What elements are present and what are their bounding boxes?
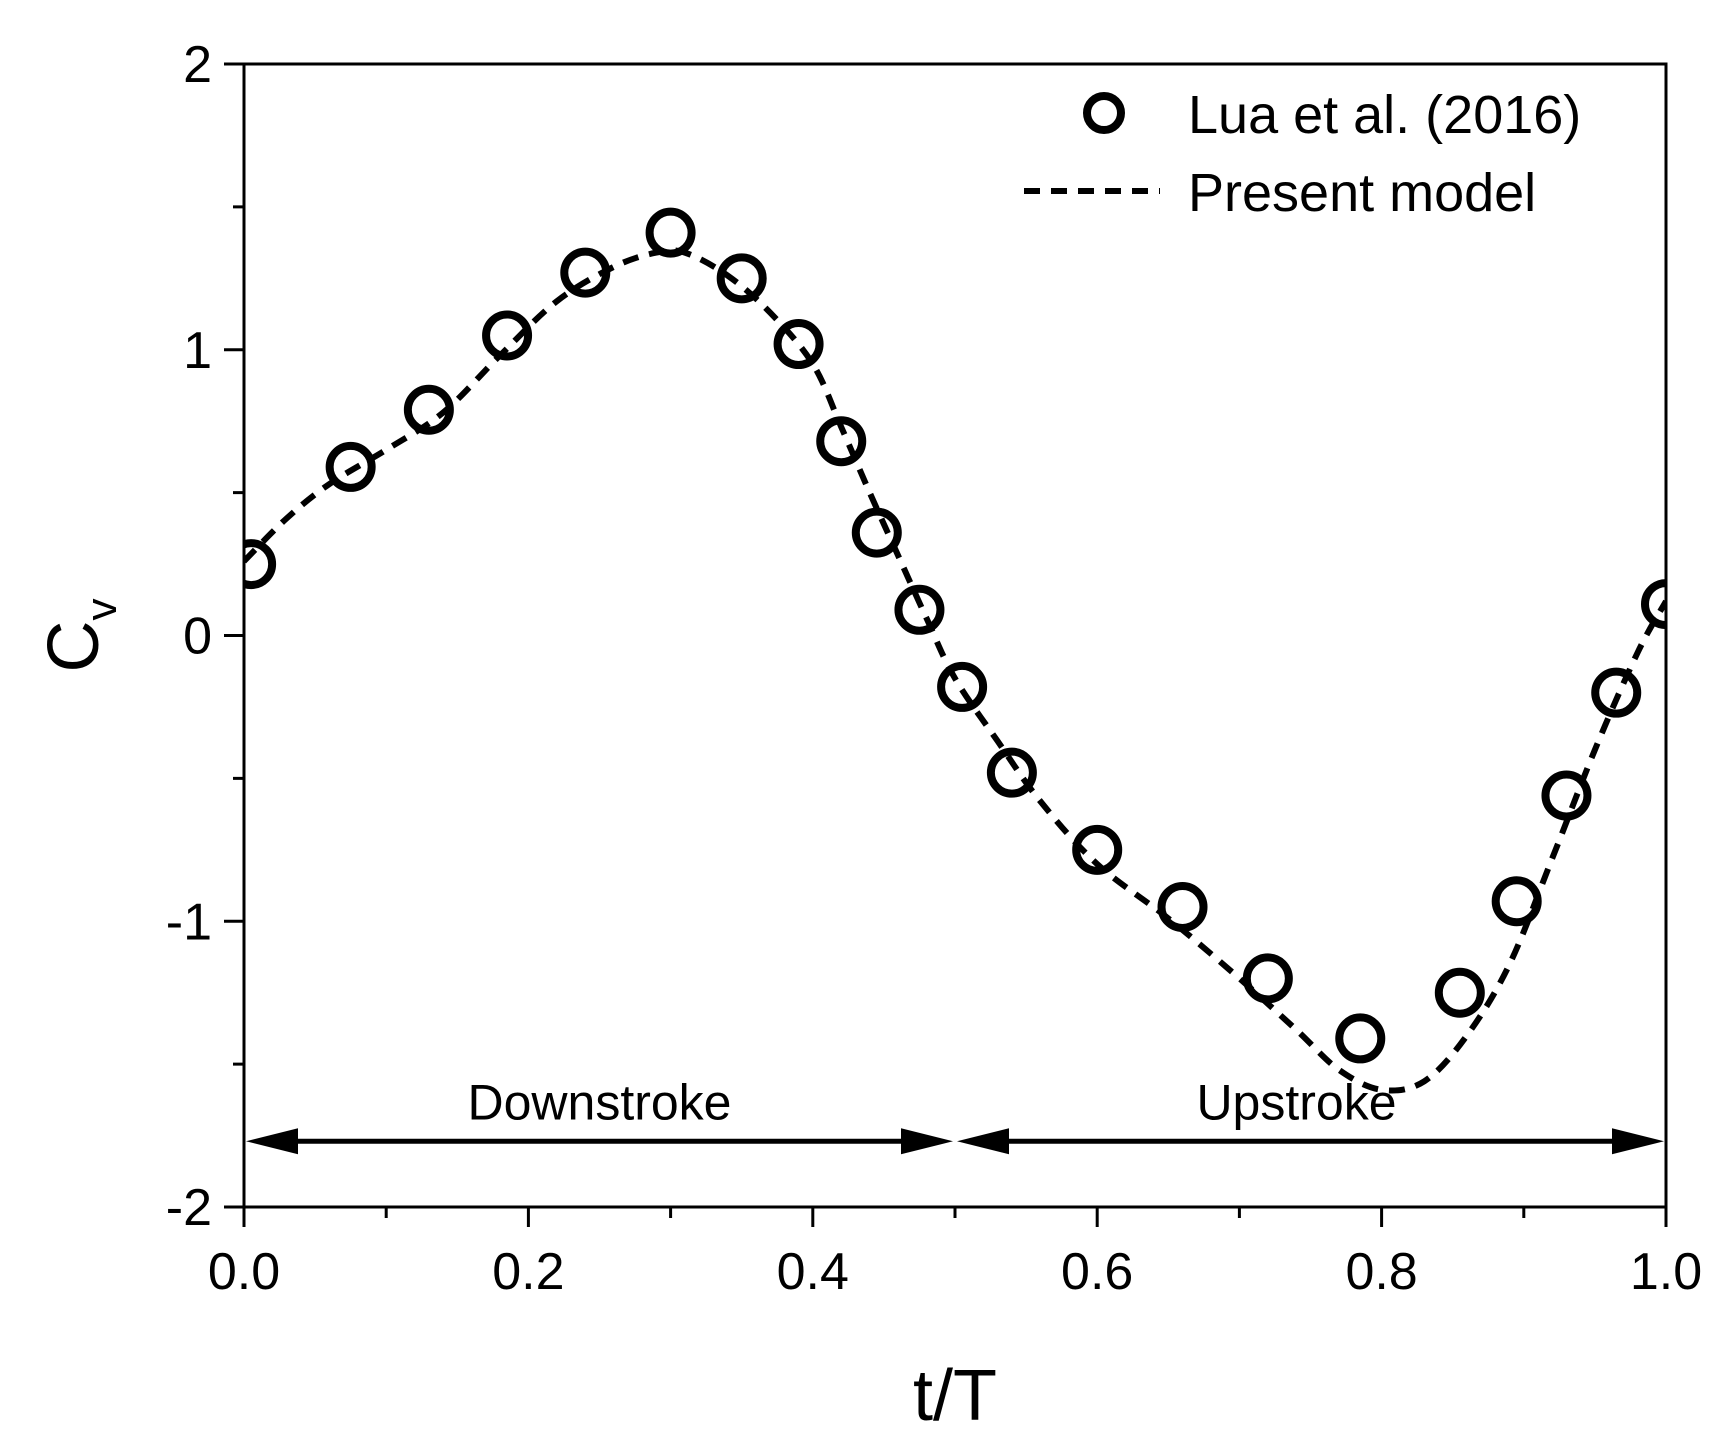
annotation-upstroke: Upstroke bbox=[1196, 1074, 1396, 1130]
data-point-lua bbox=[560, 247, 611, 298]
x-tick-label: 0.8 bbox=[1345, 1243, 1417, 1301]
data-point-lua bbox=[1434, 967, 1485, 1018]
x-tick-label: 1.0 bbox=[1630, 1243, 1702, 1301]
tick-labels: 0.0 0.2 0.4 0.6 0.8 1.0 -2 -1 0 1 2 bbox=[166, 36, 1702, 1301]
x-tick-label: 0.6 bbox=[1061, 1243, 1133, 1301]
annotation-arrowhead-left bbox=[957, 1128, 1009, 1155]
data-point-lua bbox=[645, 207, 696, 258]
data-point-lua bbox=[325, 441, 376, 492]
data-point-lua bbox=[1591, 667, 1642, 718]
data-point-lua bbox=[986, 747, 1037, 798]
ticks-layer bbox=[224, 62, 1668, 1227]
data-point-lua bbox=[937, 661, 988, 712]
legend-label-lua: Lua et al. (2016) bbox=[1188, 85, 1581, 145]
data-point-lua bbox=[1641, 579, 1666, 630]
series-line-present-model bbox=[244, 247, 1666, 1094]
data-point-lua bbox=[851, 507, 902, 558]
annotation-layer: Downstroke Upstroke bbox=[246, 1074, 1664, 1155]
y-tick-label: 0 bbox=[183, 608, 212, 666]
data-point-lua bbox=[816, 416, 867, 467]
annotation-arrowhead-right bbox=[901, 1128, 953, 1155]
data-point-lua bbox=[482, 310, 533, 361]
legend-marker-lua bbox=[1083, 92, 1125, 134]
data-point-lua bbox=[1157, 881, 1208, 932]
plot-frame bbox=[242, 62, 1668, 1209]
x-tick-label: 0.4 bbox=[777, 1243, 849, 1301]
data-point-lua bbox=[403, 384, 454, 435]
y-axis-title: Cv bbox=[34, 599, 126, 673]
x-tick-label: 0.0 bbox=[208, 1243, 280, 1301]
y-tick-label: -2 bbox=[166, 1179, 212, 1237]
x-tick-label: 0.2 bbox=[492, 1243, 564, 1301]
data-point-lua bbox=[1335, 1013, 1386, 1064]
annotation-arrowhead-left bbox=[246, 1128, 298, 1155]
y-axis-title-main: C bbox=[34, 621, 114, 673]
data-point-lua bbox=[1541, 770, 1592, 821]
y-tick-label: 2 bbox=[183, 36, 212, 94]
x-axis-title: t/T bbox=[913, 1356, 997, 1436]
annotation-arrowhead-right bbox=[1612, 1128, 1664, 1155]
data-point-lua bbox=[1491, 876, 1542, 927]
y-tick-label: -1 bbox=[166, 893, 212, 951]
data-point-lua bbox=[1072, 824, 1123, 875]
marks-layer bbox=[244, 207, 1666, 1094]
data-point-lua bbox=[773, 319, 824, 370]
data-point-lua bbox=[1242, 953, 1293, 1004]
annotation-downstroke: Downstroke bbox=[468, 1074, 732, 1130]
data-point-lua bbox=[894, 584, 945, 635]
data-point-lua bbox=[244, 539, 277, 590]
legend: Lua et al. (2016) Present model bbox=[1024, 85, 1581, 223]
y-axis-title-sub: v bbox=[77, 599, 126, 621]
legend-label-present-model: Present model bbox=[1188, 163, 1536, 223]
y-tick-label: 1 bbox=[183, 322, 212, 380]
data-point-lua bbox=[716, 253, 767, 304]
